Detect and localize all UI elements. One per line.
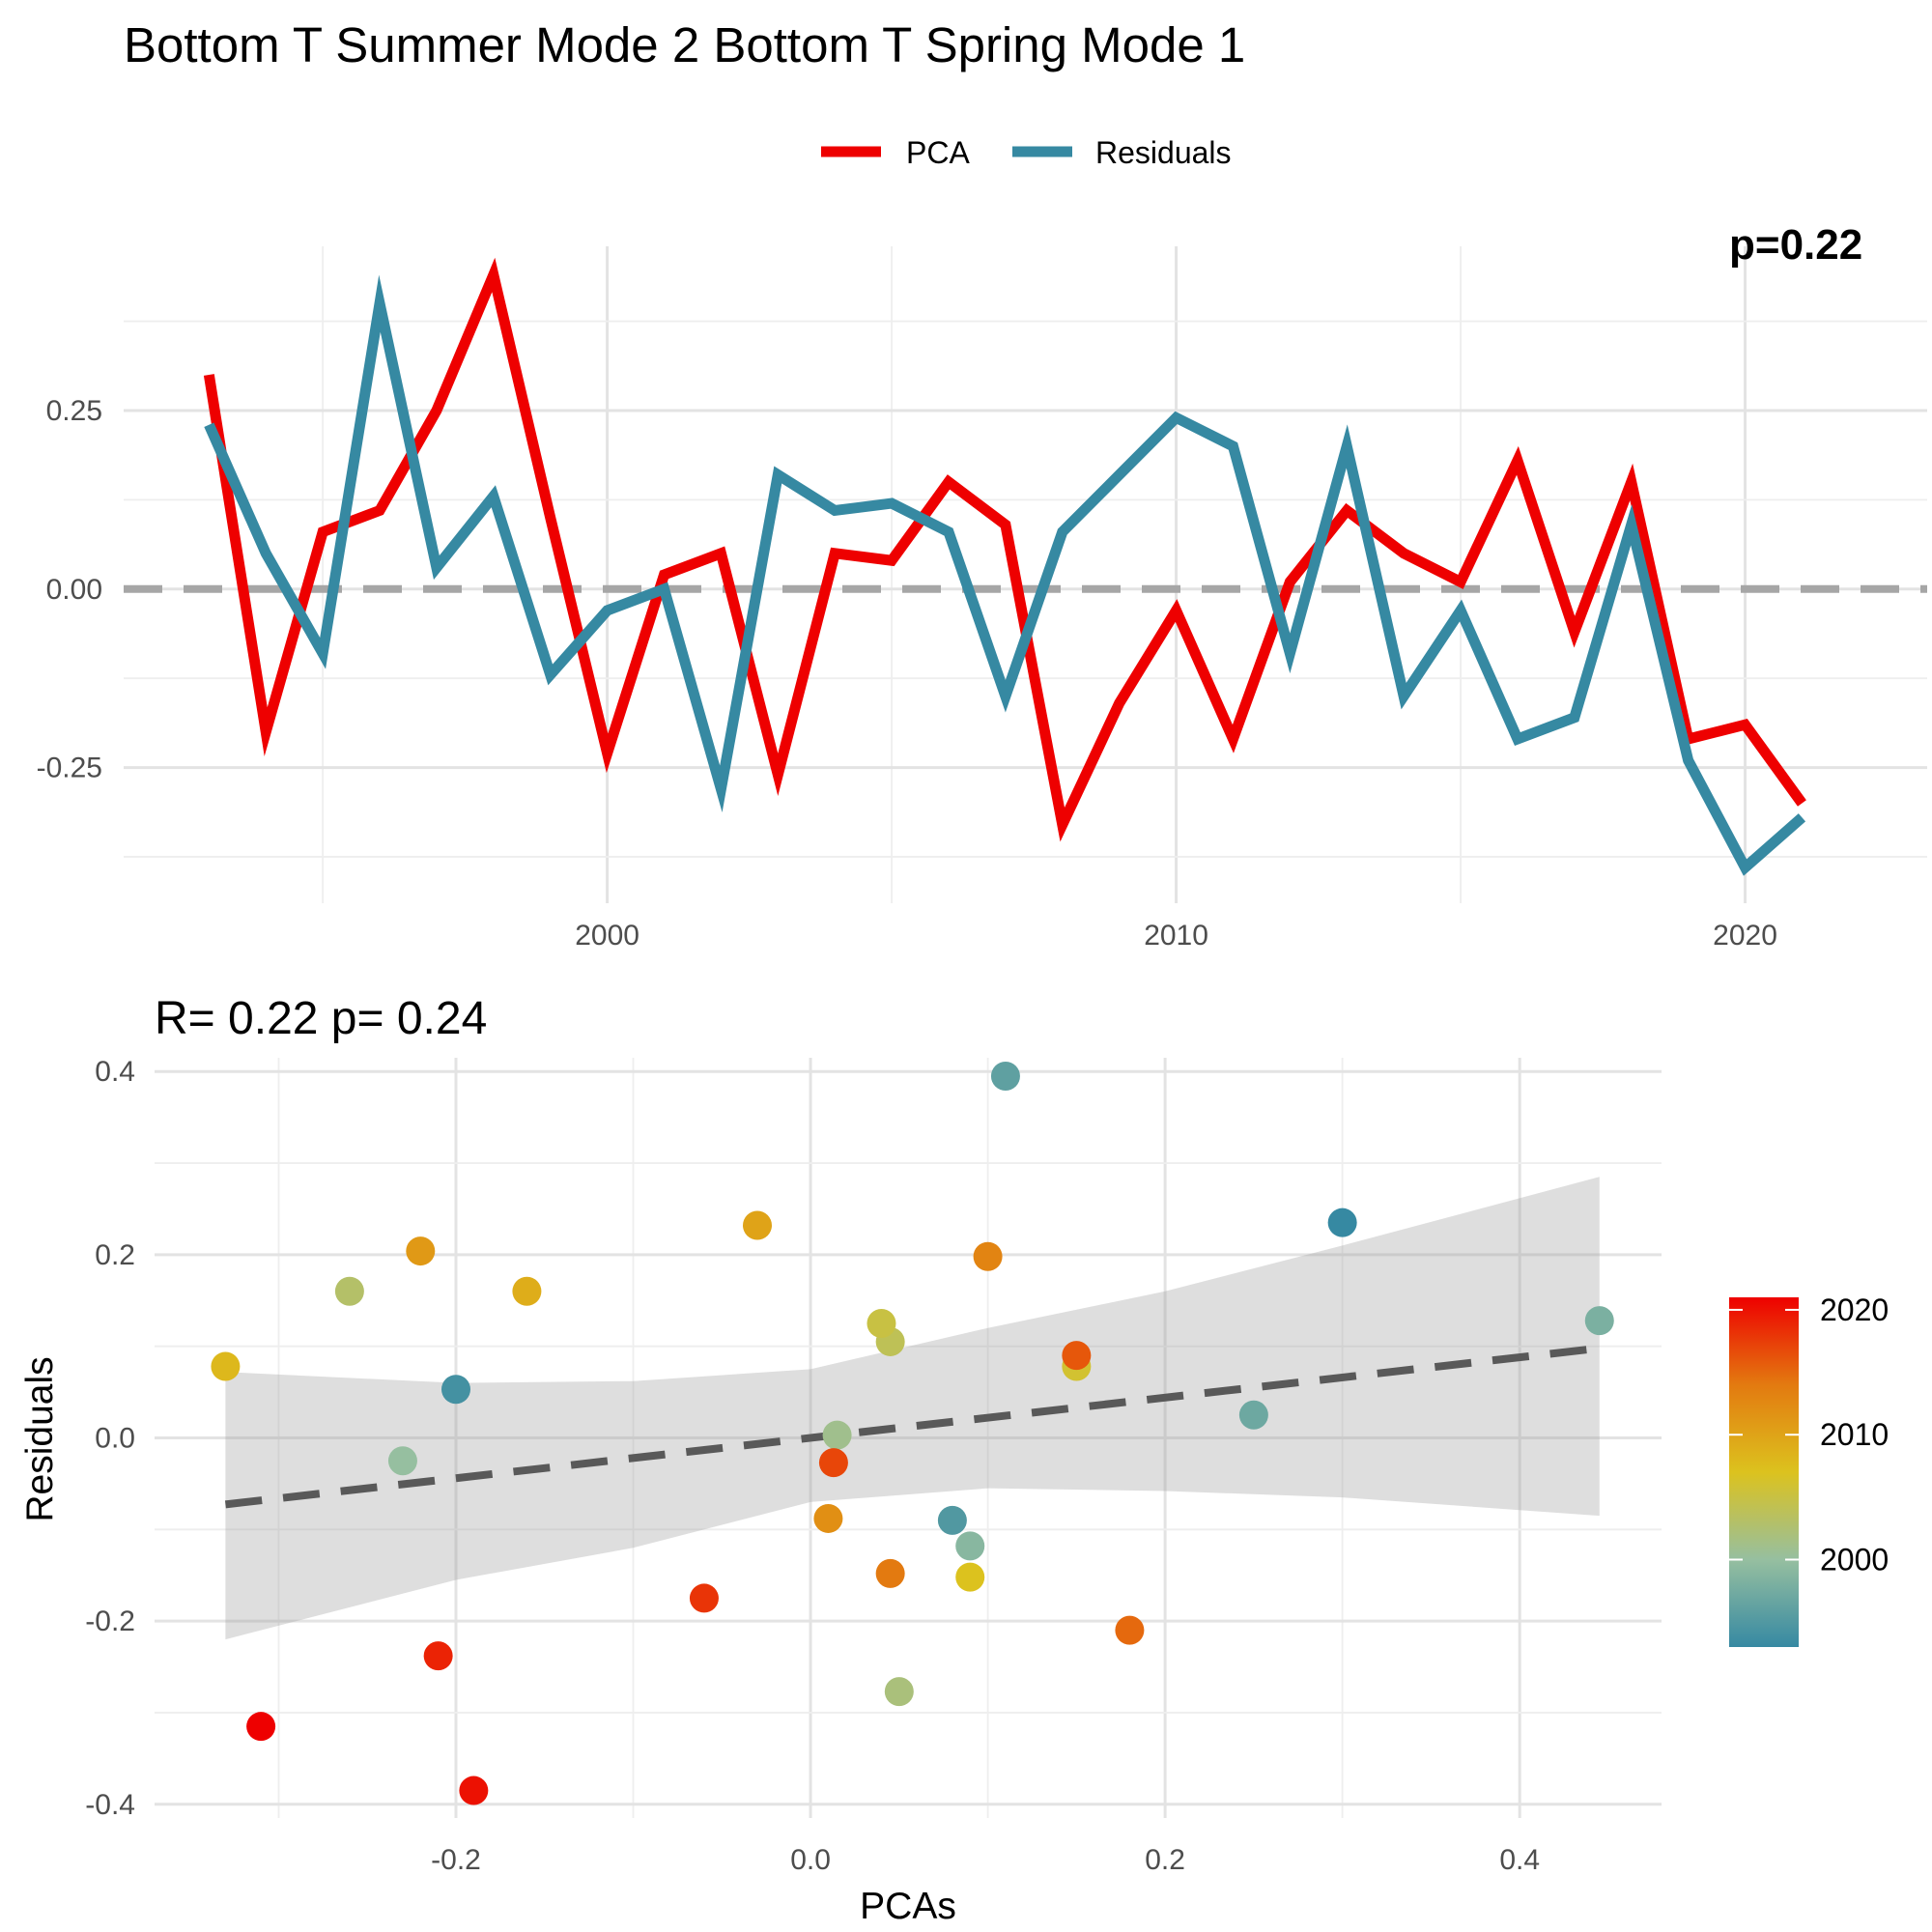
x-tick-label: 0.4 [1499,1844,1540,1876]
scatter-point [955,1531,985,1561]
scatter-point [459,1776,489,1805]
scatter-point [818,1448,848,1478]
scatter-points [211,1061,1614,1805]
scatter-point [406,1236,436,1266]
x-tick-label: 2010 [1144,920,1208,952]
x-axis-label: PCAs [860,1886,956,1927]
scatter-point [973,1241,1003,1271]
colorbar-label: 2020 [1820,1293,1889,1327]
y-tick-label: 0.4 [95,1056,135,1088]
scatter-gridlines [155,1058,1662,1818]
time-series-panel: Bottom T Summer Mode 2 Bottom T Spring M… [37,17,1927,952]
legend-label-pca: PCA [906,135,970,170]
x-tick-label: 2020 [1713,920,1777,952]
scatter-point [937,1505,967,1535]
x-tick-label: 0.2 [1145,1844,1185,1876]
scatter-title: R= 0.22 p= 0.24 [155,993,487,1044]
series-lines [203,257,1806,876]
scatter-panel: R= 0.22 p= 0.24 -0.2 0.0 0.2 0.4 -0.4 -0.2 0.0… [19,993,1889,1927]
scatter-point [1238,1400,1268,1430]
top-tick-labels: 2000 2010 2020 -0.25 0.00 0.25 [37,395,1777,952]
scatter-point [867,1308,896,1338]
series-line-residuals [204,274,1806,876]
confidence-band-area [225,1177,1600,1640]
scatter-point [884,1677,914,1707]
y-tick-label: 0.25 [46,395,102,427]
scatter-point [689,1583,719,1613]
colorbar-label: 2000 [1820,1543,1889,1577]
y-axis-label: Residuals [19,1356,61,1521]
scatter-tick-labels: -0.2 0.0 0.2 0.4 -0.4 -0.2 0.0 0.2 0.4 [85,1056,1540,1876]
colorbar-gradient [1729,1297,1799,1647]
scatter-point [955,1562,985,1592]
y-tick-label: -0.2 [85,1605,135,1637]
scatter-point [813,1503,843,1533]
scatter-point [1062,1341,1092,1371]
y-tick-label: -0.25 [37,753,102,784]
scatter-point [875,1558,905,1588]
colorbar-label: 2010 [1820,1417,1889,1452]
y-tick-label: 0.0 [95,1423,135,1455]
scatter-point [387,1446,417,1476]
scatter-point [743,1210,772,1240]
scatter-point [990,1061,1020,1091]
scatter-point [1115,1615,1145,1645]
scatter-point [423,1641,453,1671]
scatter-point [334,1276,364,1306]
y-tick-label: -0.4 [85,1789,135,1821]
legend-label-residuals: Residuals [1095,135,1232,170]
scatter-point [512,1276,542,1306]
scatter-point [211,1351,241,1381]
series-line-pca [203,257,1806,842]
scatter-point [822,1420,852,1450]
x-tick-label: 0.0 [790,1844,831,1876]
y-tick-label: 0.00 [46,574,102,606]
chart-title: Bottom T Summer Mode 2 Bottom T Spring M… [124,17,1245,72]
scatter-point [441,1375,470,1405]
x-tick-label: -0.2 [431,1844,481,1876]
y-tick-label: 0.2 [95,1239,135,1271]
confidence-band [225,1177,1600,1640]
scatter-point [1327,1208,1357,1237]
legend: PCA Residuals [821,135,1232,170]
correlation-annotation: p=0.22 [1729,221,1862,269]
scatter-point [246,1712,276,1742]
year-colorbar: 2000 2010 2020 [1729,1293,1889,1647]
scatter-point [1584,1306,1614,1336]
x-tick-label: 2000 [575,920,639,952]
